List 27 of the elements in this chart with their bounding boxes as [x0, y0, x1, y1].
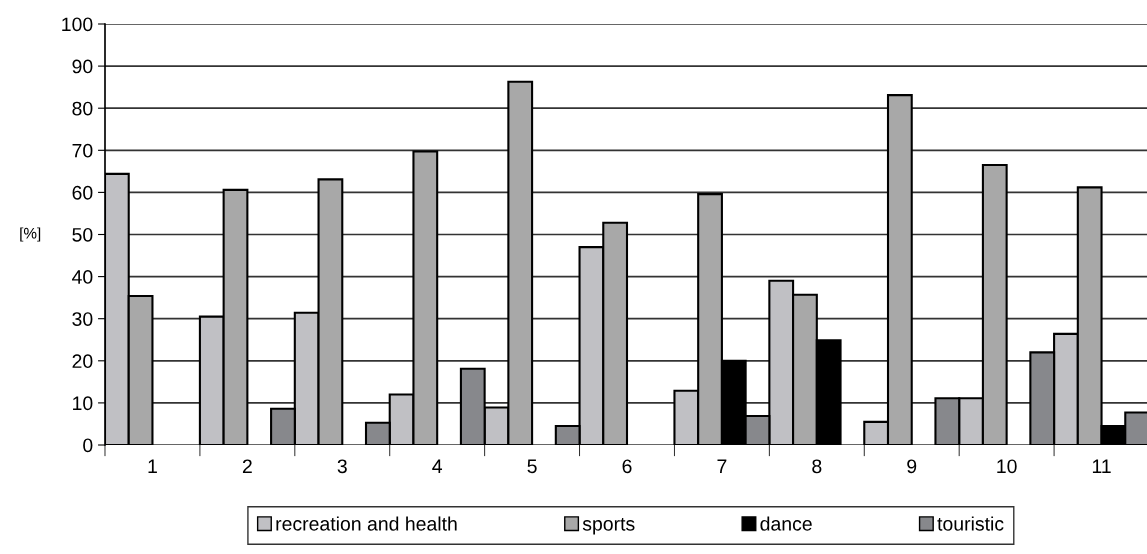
- x-tick-label: 10: [997, 459, 1017, 474]
- x-tick-label: 8: [812, 459, 822, 474]
- y-tick-label: 10: [73, 396, 93, 411]
- x-tick-label: 6: [622, 459, 632, 474]
- x-tick-label: 3: [337, 459, 347, 474]
- x-tick-label: 9: [907, 459, 917, 474]
- y-axis-title: [%]: [20, 227, 41, 242]
- x-tick-label: 1: [148, 459, 157, 473]
- legend-label: dance: [760, 516, 812, 531]
- y-tick-label: 50: [72, 227, 93, 242]
- x-tick-label: 2: [242, 459, 252, 473]
- legend-label: sports: [582, 517, 635, 535]
- y-tick-label: 0: [83, 438, 93, 453]
- y-tick-label: 90: [72, 59, 93, 74]
- x-tick-label: 7: [717, 459, 727, 473]
- legend-label: recreation and health: [276, 516, 457, 531]
- y-tick-label: 100: [62, 17, 93, 32]
- legend-label: touristic: [937, 516, 1004, 531]
- y-tick-label: 80: [72, 101, 93, 116]
- y-tick-label: 30: [72, 312, 93, 326]
- x-tick-label: 4: [432, 459, 443, 473]
- y-tick-label: 40: [72, 270, 93, 284]
- x-tick-label: 5: [527, 459, 537, 474]
- x-tick-label: 11: [1092, 459, 1111, 473]
- y-tick-label: 60: [72, 185, 93, 200]
- y-tick-label: 20: [72, 354, 93, 369]
- y-tick-label: 70: [72, 143, 93, 158]
